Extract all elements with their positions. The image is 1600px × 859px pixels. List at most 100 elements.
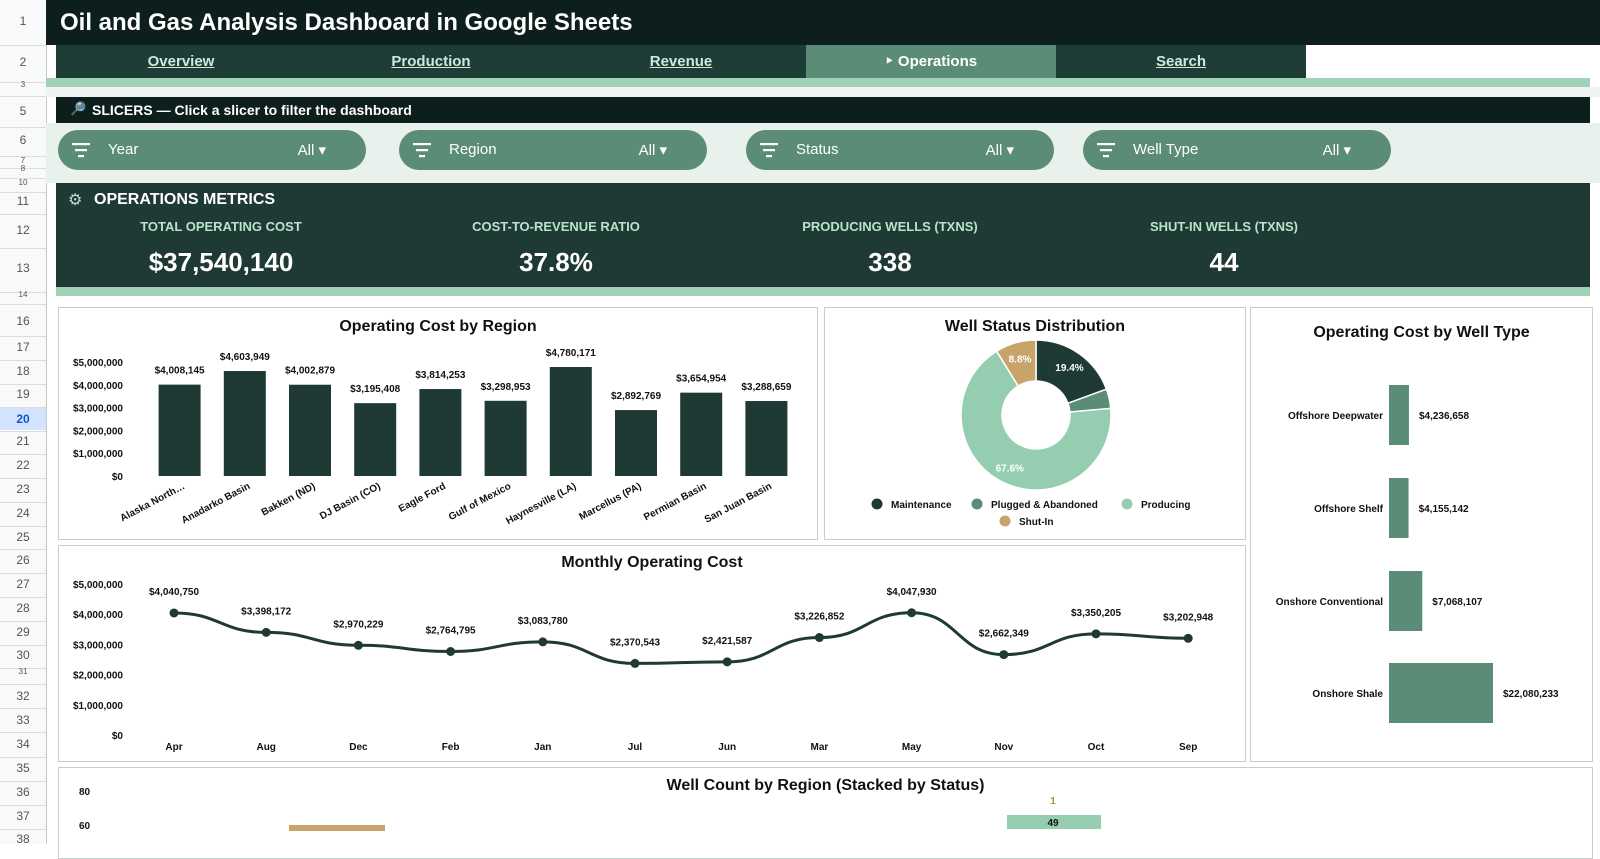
- slicer-region[interactable]: Region All ▾: [399, 130, 707, 170]
- row-number[interactable]: 16: [16, 314, 30, 328]
- row-number[interactable]: 18: [16, 364, 30, 378]
- data-label: $3,350,205: [1071, 608, 1121, 619]
- row-number[interactable]: 6: [19, 133, 27, 147]
- row-number[interactable]: 5: [19, 104, 27, 118]
- slicer-value-dropdown[interactable]: All ▾: [297, 142, 326, 159]
- tab-search[interactable]: Search: [1056, 45, 1306, 78]
- data-label: $3,398,172: [241, 606, 291, 617]
- chart-well-status-distribution[interactable]: Well Status Distribution 19.4% 67.6% 8.8% M…: [824, 307, 1246, 540]
- row-number[interactable]: 17: [16, 340, 30, 354]
- chart-well-count-by-region[interactable]: Well Count by Region (Stacked by Status)…: [58, 767, 1593, 859]
- data-point: [999, 650, 1009, 660]
- x-tick-label: Mar: [811, 742, 829, 753]
- bar: [1389, 385, 1409, 445]
- y-tick-label: $2,000,000: [73, 671, 123, 682]
- row-number[interactable]: 12: [16, 223, 30, 237]
- slicer-year[interactable]: Year All ▾: [58, 130, 366, 170]
- data-point: [261, 627, 271, 637]
- row-divider: [0, 248, 46, 249]
- row-number[interactable]: 34: [16, 737, 30, 751]
- metrics-header: OPERATIONS METRICS: [94, 191, 276, 208]
- x-tick-label: Oct: [1088, 742, 1105, 753]
- slice-label: 67.6%: [996, 463, 1024, 474]
- tab-revenue[interactable]: Revenue: [556, 45, 806, 78]
- row-divider: [0, 168, 46, 169]
- slice-label: 8.8%: [1009, 355, 1032, 366]
- data-label: $4,047,930: [887, 587, 937, 598]
- row-number[interactable]: 11: [16, 194, 30, 208]
- row-divider: [0, 668, 46, 669]
- tab-operations[interactable]: ‣ Operations: [806, 45, 1056, 78]
- y-tick-label: $4,000,000: [73, 610, 123, 621]
- bar: [354, 403, 397, 476]
- row-number[interactable]: 2: [19, 55, 27, 69]
- row-number[interactable]: 28: [16, 601, 30, 615]
- legend-label: Shut-In: [1019, 517, 1053, 528]
- y-tick-label: $3,000,000: [73, 404, 123, 415]
- row-header-column[interactable]: 1 2 3 5 6 7 8 10 11 12 13 14 16 17 18 19 20 21 22 23 24 25 26 2…: [0, 0, 47, 846]
- row-divider: [0, 597, 46, 598]
- row-number[interactable]: 37: [16, 809, 30, 823]
- row-number[interactable]: 19: [16, 387, 30, 401]
- y-tick-label: $1,000,000: [73, 701, 123, 712]
- row-number[interactable]: 35: [16, 761, 30, 775]
- donut-slice: [960, 350, 1112, 491]
- row-number[interactable]: 31: [18, 667, 28, 676]
- slicer-well-type[interactable]: Well Type All ▾: [1083, 130, 1391, 170]
- data-label: $2,764,795: [426, 626, 476, 637]
- data-label: $2,970,229: [333, 619, 383, 630]
- row-number[interactable]: 10: [18, 178, 28, 187]
- row-number[interactable]: 30: [16, 648, 30, 662]
- row-number[interactable]: 24: [16, 506, 30, 520]
- row-divider: [0, 502, 46, 503]
- row-number[interactable]: 22: [16, 458, 30, 472]
- row-number[interactable]: 38: [16, 832, 30, 846]
- data-label: $2,370,543: [610, 637, 660, 648]
- tab-overview[interactable]: Overview: [56, 45, 306, 78]
- row-number[interactable]: 36: [16, 785, 30, 799]
- row-number[interactable]: 20: [0, 408, 46, 430]
- bar: [680, 392, 723, 476]
- operations-metrics-panel: ⚙ OPERATIONS METRICS TOTAL OPERATING COS…: [56, 183, 1590, 287]
- row-number[interactable]: 33: [16, 713, 30, 727]
- y-tick-label: $4,000,000: [73, 381, 123, 392]
- tab-production[interactable]: Production: [306, 45, 556, 78]
- kpi-value: 37.8%: [519, 247, 593, 277]
- row-number[interactable]: 26: [16, 553, 30, 567]
- row-number[interactable]: 14: [18, 290, 28, 299]
- row-number[interactable]: 8: [20, 164, 26, 173]
- row-divider: [0, 708, 46, 709]
- slicer-value-dropdown[interactable]: All ▾: [638, 142, 667, 159]
- row-number[interactable]: 29: [16, 625, 30, 639]
- slicer-status[interactable]: Status All ▾: [746, 130, 1054, 170]
- x-tick-label: Anadarko Basin: [180, 481, 252, 526]
- row-number[interactable]: 23: [16, 482, 30, 496]
- row-number[interactable]: 32: [16, 689, 30, 703]
- chart-operating-cost-by-well-type[interactable]: Operating Cost by Well Type Offshore Dee…: [1250, 307, 1593, 762]
- x-tick-label: Bakken (ND): [260, 481, 318, 519]
- row-number[interactable]: 7: [20, 156, 26, 165]
- row-number[interactable]: 25: [16, 530, 30, 544]
- row-number[interactable]: 3: [20, 80, 26, 89]
- row-number[interactable]: 21: [16, 434, 30, 448]
- chart-operating-cost-by-region[interactable]: Operating Cost by Region $0 $1,000,000 $2,…: [58, 307, 818, 540]
- x-tick-label: Sep: [1179, 742, 1197, 753]
- row-number[interactable]: 27: [16, 577, 30, 591]
- filter-icon: [1097, 143, 1115, 158]
- data-point: [1183, 633, 1193, 643]
- row-number[interactable]: 13: [16, 261, 30, 275]
- region-bar-chart: $0 $1,000,000 $2,000,000 $3,000,000 $4,000,0…: [73, 348, 792, 527]
- kpi-producing-wells: PRODUCING WELLS (TXNS) 338: [725, 219, 1055, 278]
- data-label: $2,421,587: [702, 636, 752, 647]
- data-label: $4,155,142: [1419, 504, 1469, 515]
- slicer-name: Region: [449, 141, 497, 158]
- chart-monthly-operating-cost[interactable]: Monthly Operating Cost $0 $1,000,000 $2,00…: [58, 545, 1246, 762]
- well-type-bar-chart: Offshore Deepwater $4,236,658 Offshore She…: [1276, 385, 1559, 723]
- category-label: Offshore Deepwater: [1288, 411, 1383, 422]
- row-divider: [0, 178, 46, 179]
- row-number[interactable]: 1: [19, 14, 27, 28]
- slicer-value-dropdown[interactable]: All ▾: [1322, 142, 1351, 159]
- row-divider: [0, 549, 46, 550]
- bar: [419, 389, 462, 476]
- slicer-value-dropdown[interactable]: All ▾: [985, 142, 1014, 159]
